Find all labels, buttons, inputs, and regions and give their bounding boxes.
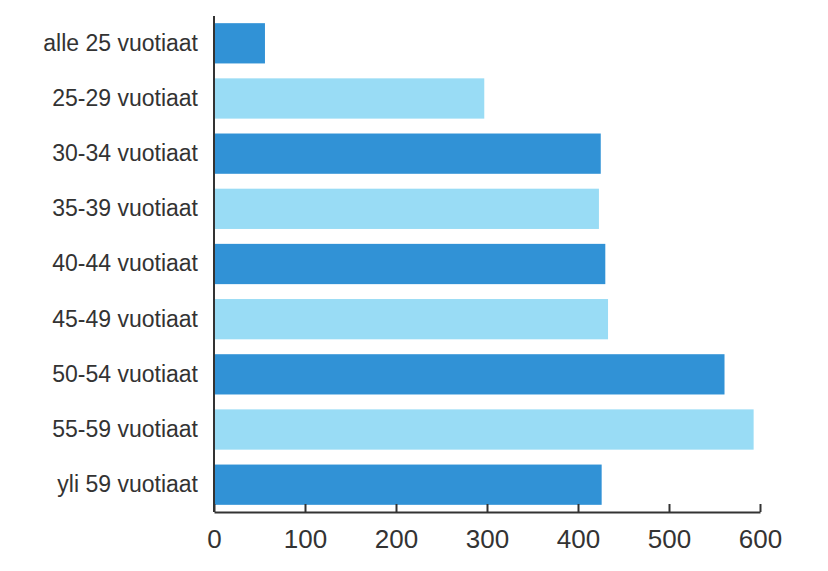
y-tick: 50-54 vuotiaat xyxy=(52,361,214,387)
y-tick: 25-29 vuotiaat xyxy=(52,85,214,111)
y-tick: 55-59 vuotiaat xyxy=(52,416,214,442)
x-tick-mark xyxy=(487,504,489,512)
x-tick-label: 600 xyxy=(739,524,782,554)
y-tick: 40-44 vuotiaat xyxy=(52,250,214,276)
x-tick-mark xyxy=(305,504,307,512)
y-tick-label: 45-49 vuotiaat xyxy=(52,306,198,332)
x-tick-mark xyxy=(760,504,762,512)
chart: 0 100 200 300 400 500 600 alle 25 vuotiaat 25-29… xyxy=(0,0,828,571)
y-tick-label: 55-59 vuotiaat xyxy=(52,416,198,442)
x-tick: 400 xyxy=(557,504,600,554)
y-axis-line xyxy=(213,16,215,512)
y-tick-label: 25-29 vuotiaat xyxy=(52,85,198,111)
bar xyxy=(214,134,601,174)
bars xyxy=(214,23,754,505)
x-tick: 200 xyxy=(375,504,418,554)
y-tick: yli 59 vuotiaat xyxy=(57,471,214,497)
x-tick-label: 200 xyxy=(375,524,418,554)
x-tick: 100 xyxy=(284,504,327,554)
x-tick-mark xyxy=(669,504,671,512)
x-tick: 600 xyxy=(739,504,782,554)
x-tick-mark xyxy=(578,504,580,512)
bar xyxy=(214,354,725,394)
y-tick-label: alle 25 vuotiaat xyxy=(43,30,198,56)
bar xyxy=(214,78,484,118)
bar xyxy=(214,409,754,449)
x-tick: 500 xyxy=(648,504,691,554)
y-tick-label: yli 59 vuotiaat xyxy=(57,471,198,497)
x-tick-label: 100 xyxy=(284,524,327,554)
x-tick-label: 0 xyxy=(207,524,221,554)
y-tick: alle 25 vuotiaat xyxy=(43,30,214,56)
bar xyxy=(214,244,605,284)
y-tick: 45-49 vuotiaat xyxy=(52,306,214,332)
x-tick-label: 400 xyxy=(557,524,600,554)
y-tick: 35-39 vuotiaat xyxy=(52,195,214,221)
x-axis: 0 100 200 300 400 500 600 xyxy=(207,504,782,554)
y-tick-label: 35-39 vuotiaat xyxy=(52,195,198,221)
bar xyxy=(214,189,599,229)
x-tick-label: 500 xyxy=(648,524,691,554)
x-tick-mark xyxy=(396,504,398,512)
y-tick-label: 30-34 vuotiaat xyxy=(52,140,198,166)
bar xyxy=(214,23,265,63)
y-axis: alle 25 vuotiaat 25-29 vuotiaat 30-34 vuot… xyxy=(43,16,214,512)
x-tick: 300 xyxy=(466,504,509,554)
x-tick-label: 300 xyxy=(466,524,509,554)
y-tick: 30-34 vuotiaat xyxy=(52,140,214,166)
y-tick-label: 40-44 vuotiaat xyxy=(52,250,198,276)
bar xyxy=(214,465,602,505)
y-tick-label: 50-54 vuotiaat xyxy=(52,361,198,387)
bar xyxy=(214,299,608,339)
